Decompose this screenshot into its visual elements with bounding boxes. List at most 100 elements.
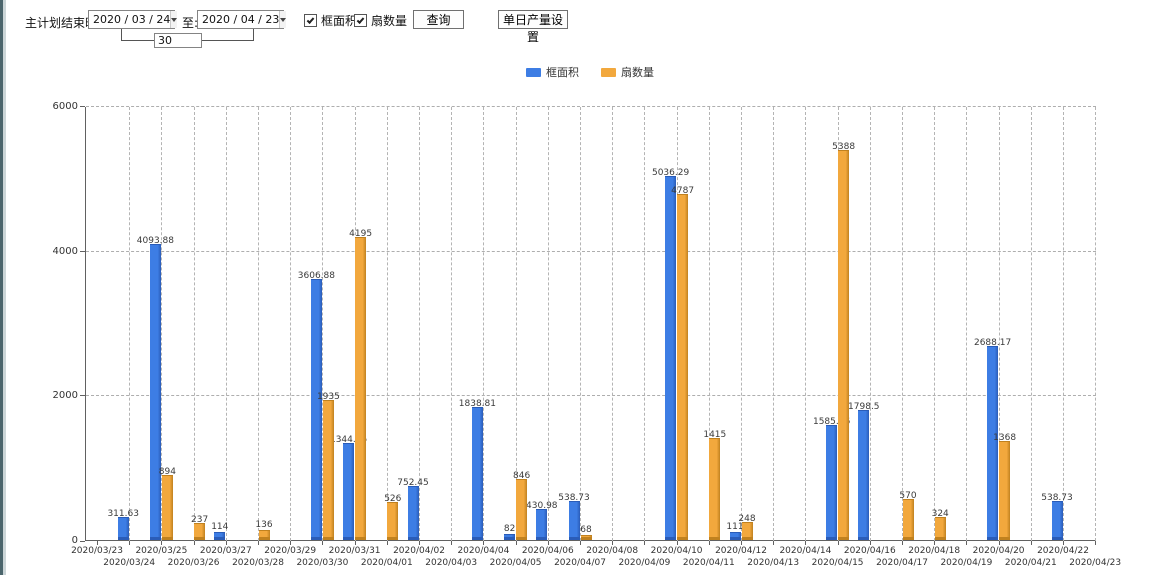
bar-fan-count bbox=[709, 437, 721, 540]
x-axis-tick bbox=[805, 541, 807, 545]
gridline-vertical bbox=[612, 107, 614, 541]
x-axis-tick bbox=[708, 541, 710, 545]
x-axis-label: 2020/04/12 bbox=[715, 546, 767, 556]
bar-frame-area bbox=[471, 407, 483, 540]
bar-value-label: 1585.96 bbox=[812, 417, 851, 428]
bar-frame-area bbox=[214, 531, 226, 540]
x-axis-label: 2020/04/10 bbox=[650, 546, 703, 556]
gridline-vertical bbox=[161, 107, 163, 541]
x-axis-tick bbox=[451, 541, 453, 545]
bar-value-label: 248 bbox=[738, 514, 756, 525]
gridline-vertical bbox=[869, 107, 871, 541]
bar-fan-count bbox=[516, 478, 528, 540]
bar-frame-area bbox=[987, 345, 999, 540]
fan-count-swatch-icon bbox=[601, 67, 616, 77]
interval-days-input[interactable] bbox=[154, 33, 202, 48]
bar-value-label: 1368 bbox=[993, 433, 1017, 444]
gridline-vertical bbox=[451, 107, 453, 541]
gridline-vertical bbox=[708, 107, 710, 541]
bar-fan-count bbox=[322, 400, 334, 540]
x-axis-tick bbox=[547, 541, 549, 545]
legend-item-frame-area: 框面积 bbox=[526, 64, 579, 80]
bar-chart-plot-area: 0 2000 4000 6000 2020/03/23 2020/03/24 2020/03… bbox=[53, 101, 1122, 568]
date-to-dropdown-button[interactable] bbox=[279, 11, 287, 28]
x-axis-tick bbox=[193, 541, 195, 545]
bar-value-label: 1935 bbox=[316, 392, 340, 403]
x-axis-label: 2020/03/27 bbox=[199, 546, 252, 556]
chevron-down-icon bbox=[171, 17, 178, 22]
legend-item-fan-count: 扇数量 bbox=[601, 64, 654, 80]
gridline-vertical bbox=[193, 107, 195, 541]
gridline-horizontal bbox=[86, 106, 1096, 107]
x-axis-tick bbox=[869, 541, 871, 545]
date-from-dropdown-button[interactable] bbox=[170, 11, 178, 28]
to-label: 至: bbox=[182, 16, 199, 30]
bar-value-label: 752.45 bbox=[397, 477, 429, 488]
x-axis-label: 2020/04/08 bbox=[586, 546, 639, 556]
x-axis-tick bbox=[322, 541, 324, 545]
gridline-vertical bbox=[966, 107, 968, 541]
bar-value-label: 846 bbox=[513, 470, 531, 481]
x-axis-label: 2020/04/05 bbox=[489, 558, 542, 568]
bar-value-label: 68 bbox=[580, 525, 592, 536]
x-axis-label: 2020/04/09 bbox=[618, 558, 671, 568]
gridline-vertical bbox=[322, 107, 324, 541]
x-axis-tick bbox=[580, 541, 581, 545]
bar-value-label: 82 bbox=[503, 524, 516, 535]
x-axis-tick bbox=[225, 541, 227, 545]
frame-area-checkbox-label: 框面积 bbox=[321, 14, 358, 28]
query-button[interactable]: 查询 bbox=[413, 10, 464, 29]
bar-value-label: 4195 bbox=[349, 228, 373, 239]
x-axis-tick bbox=[612, 541, 614, 545]
date-to-combo[interactable]: 2020 / 04 / 23 bbox=[197, 10, 287, 29]
x-axis-tick bbox=[676, 541, 678, 545]
y-axis-label: 2000 bbox=[52, 390, 78, 402]
bar-frame-area bbox=[117, 517, 129, 540]
bar-frame-area bbox=[858, 409, 870, 540]
gridline-horizontal bbox=[86, 250, 1096, 252]
window-edge-dark bbox=[0, 0, 3, 575]
bar-value-label: 1415 bbox=[703, 429, 727, 440]
bar-fan-count bbox=[194, 522, 206, 540]
bar-frame-area bbox=[665, 175, 677, 540]
x-axis-tick bbox=[966, 541, 968, 545]
gridline-vertical bbox=[547, 107, 549, 541]
x-axis-tick bbox=[773, 541, 775, 545]
x-axis-tick bbox=[644, 541, 646, 545]
bar-value-label: 237 bbox=[191, 514, 209, 525]
y-axis-tick bbox=[80, 106, 85, 107]
x-axis-label: 2020/04/14 bbox=[779, 546, 832, 556]
daily-output-settings-button[interactable]: 单日产量设置 bbox=[498, 10, 568, 44]
bar-frame-area bbox=[826, 425, 838, 540]
x-axis-tick bbox=[934, 541, 936, 545]
checkbox-checked-icon bbox=[354, 14, 367, 27]
x-axis-tick bbox=[1063, 541, 1064, 545]
bar-value-label: 2688.17 bbox=[973, 337, 1012, 348]
y-axis-tick bbox=[80, 541, 85, 542]
gridline-horizontal bbox=[86, 395, 1096, 397]
bar-frame-area bbox=[310, 279, 322, 540]
x-axis-tick bbox=[1030, 541, 1032, 545]
gridline-vertical bbox=[1063, 107, 1064, 541]
gridline-vertical bbox=[773, 107, 775, 541]
x-axis-label: 2020/04/03 bbox=[425, 558, 478, 568]
bar-frame-area bbox=[1051, 501, 1063, 540]
bar-fan-count bbox=[355, 236, 367, 540]
x-axis-label: 2020/04/15 bbox=[811, 558, 864, 568]
gridline-vertical bbox=[258, 107, 259, 541]
frame-area-checkbox[interactable]: 框面积 bbox=[304, 12, 357, 29]
frame-area-swatch-icon bbox=[526, 67, 541, 77]
fan-count-checkbox-label: 扇数量 bbox=[371, 14, 408, 28]
bar-value-label: 136 bbox=[255, 520, 273, 531]
bar-value-label: 1344.95 bbox=[329, 434, 368, 445]
bar-fan-count bbox=[741, 522, 753, 540]
bar-value-label: 538.73 bbox=[1041, 493, 1073, 504]
x-axis-label: 2020/04/13 bbox=[747, 558, 800, 568]
date-from-combo[interactable]: 2020 / 03 / 24 bbox=[88, 10, 178, 29]
x-axis-label: 2020/03/29 bbox=[264, 546, 317, 556]
gridline-vertical bbox=[290, 107, 292, 541]
fan-count-checkbox[interactable]: 扇数量 bbox=[354, 12, 407, 29]
x-axis-tick bbox=[515, 541, 517, 545]
bar-frame-area bbox=[729, 531, 741, 540]
bar-value-label: 4787 bbox=[671, 185, 695, 196]
